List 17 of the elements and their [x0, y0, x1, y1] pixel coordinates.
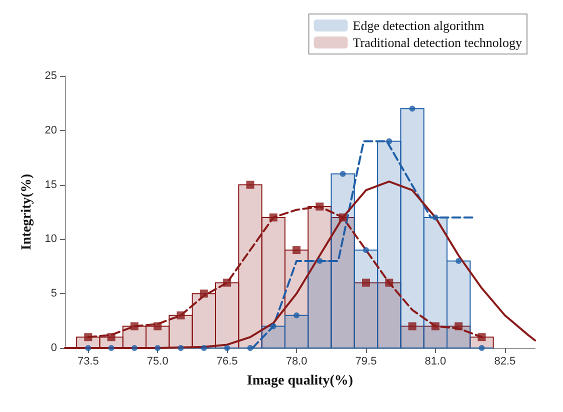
x-tick-label: 81.0 [424, 356, 446, 368]
x-tick-label: 73.5 [77, 356, 99, 368]
y-tick-label: 25 [44, 70, 57, 82]
x-tick-label: 75.0 [146, 356, 168, 368]
x-tick-label: 76.5 [216, 356, 238, 368]
y-tick-label: 5 [50, 288, 57, 300]
x-tick-label: 78.0 [286, 356, 308, 368]
legend-label: Traditional detection technology [352, 35, 522, 50]
y-tick-label: 15 [44, 178, 57, 191]
legend-label: Edge detection algorithm [352, 18, 484, 33]
x-tick-label: 82.5 [494, 356, 516, 368]
x-tick-label: 79.5 [355, 356, 377, 368]
y-axis-title: Integrity(%) [19, 174, 34, 250]
y-tick-label: 0 [50, 342, 57, 354]
y-tick-label: 20 [44, 124, 57, 136]
y-tick-label: 10 [44, 233, 57, 246]
x-axis-title: Image quality(%) [246, 374, 354, 388]
